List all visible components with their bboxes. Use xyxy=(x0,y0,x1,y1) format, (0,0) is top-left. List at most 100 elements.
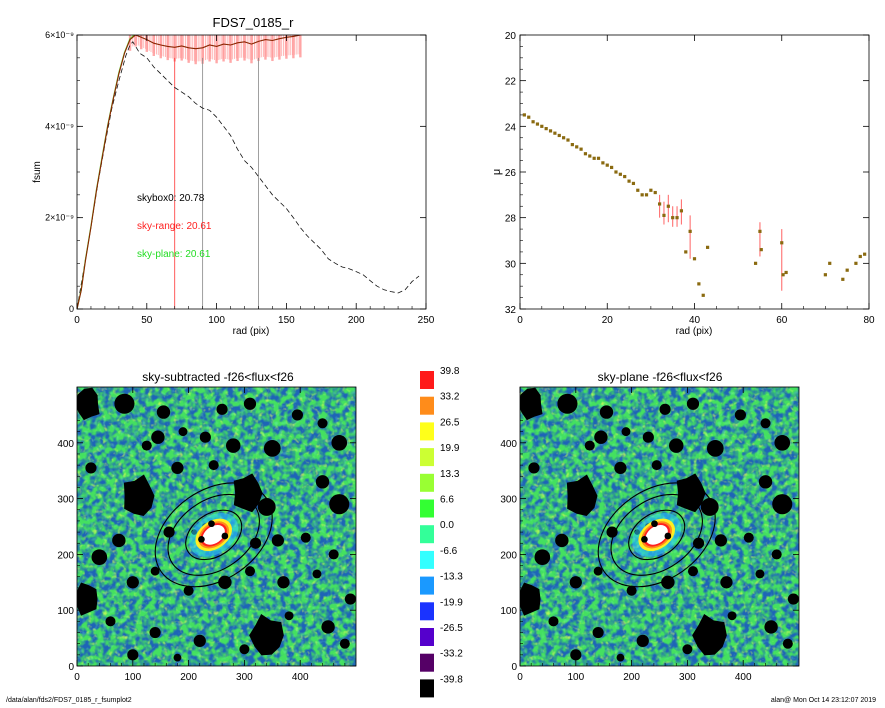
sky-plane-image-panel: sky-plane -f26<flux<f26 0 100 200 300 400 0 1… xyxy=(500,370,800,683)
image-y-tick-label: 400 xyxy=(57,439,74,450)
mu-y-tick-label: 24 xyxy=(505,122,517,133)
star-mask xyxy=(584,440,595,451)
star-mask xyxy=(284,611,294,621)
colorbar-label: 26.5 xyxy=(440,417,460,428)
image-x-tick-label: 100 xyxy=(567,672,584,683)
star-mask xyxy=(593,566,603,576)
mu-point xyxy=(575,145,579,149)
mu-point xyxy=(553,131,557,135)
mu-point xyxy=(605,163,609,167)
fsum-y-tick-label: 2×10⁻⁹ xyxy=(45,213,74,223)
fsum-y-tick-label: 4×10⁻⁹ xyxy=(45,121,74,131)
image-y-tick-label: 200 xyxy=(57,550,74,561)
star-mask xyxy=(743,532,754,543)
star-mask xyxy=(149,626,161,639)
mu-error-bars xyxy=(659,194,783,291)
star-mask xyxy=(331,434,348,451)
mu-point xyxy=(592,156,596,160)
mu-point xyxy=(666,204,670,208)
star-mask xyxy=(216,403,228,415)
image-y-tick-label: 300 xyxy=(57,495,74,506)
colorbar-swatch xyxy=(420,628,434,646)
star-mask xyxy=(760,418,771,429)
star-mask xyxy=(727,611,737,621)
image-x-tick-label: 200 xyxy=(180,672,197,683)
star-mask xyxy=(329,494,350,515)
mu-point xyxy=(627,179,631,183)
star-mask xyxy=(218,575,232,589)
isophote-ellipse xyxy=(185,509,243,561)
isophote-ellipse xyxy=(628,509,686,561)
star-mask xyxy=(105,616,116,627)
star-mask xyxy=(569,576,582,589)
mu-point xyxy=(823,273,827,277)
star-mask xyxy=(606,526,618,538)
mu-y-ticks: 20 22 24 26 28 30 32 xyxy=(505,31,869,316)
mu-y-tick-label: 22 xyxy=(505,77,517,88)
fsum-sky-line xyxy=(77,35,301,309)
star-mask xyxy=(263,440,281,457)
mu-point xyxy=(570,143,574,147)
star-mask xyxy=(636,634,649,648)
sky-subtracted-image xyxy=(77,387,356,666)
annotation-skybox0: skybox0: 20.78 xyxy=(137,193,205,204)
mu-point xyxy=(679,209,684,213)
mu-point xyxy=(753,261,758,265)
star-mask xyxy=(687,566,699,577)
star-mask xyxy=(758,475,773,489)
core-mask xyxy=(641,535,648,543)
footer-timestamp: alan@ Mon Oct 14 23:12:07 2019 xyxy=(770,697,876,704)
mu-x-ticks: 0 20 40 60 80 xyxy=(517,35,875,326)
colorbar-swatch xyxy=(420,576,434,595)
image-x-tick-label: 300 xyxy=(236,672,253,683)
star-mask xyxy=(123,474,155,517)
star-mask xyxy=(787,593,799,605)
fsum-x-tick-label: 0 xyxy=(74,315,80,326)
star-mask xyxy=(126,576,139,589)
sky-plane-x-ticks: 0 100 200 300 400 xyxy=(517,387,789,683)
colorbar-swatch xyxy=(420,448,434,467)
star-mask xyxy=(291,409,303,421)
star-mask xyxy=(686,397,700,410)
mu-point xyxy=(640,193,644,197)
mu-point xyxy=(705,245,710,249)
colorbar-label: 6.6 xyxy=(440,495,454,506)
colorbar-swatch xyxy=(420,653,434,672)
image-x-tick-label: 0 xyxy=(74,672,80,683)
mu-point xyxy=(649,188,653,192)
annotation-sky-range: sky-range: 20.61 xyxy=(137,221,212,232)
image-y-tick-label: 0 xyxy=(68,662,74,673)
colorbar-swatch xyxy=(420,525,434,544)
mu-point xyxy=(540,124,544,128)
mu-y-tick-label: 28 xyxy=(505,214,517,225)
star-mask xyxy=(616,653,625,662)
mu-x-tick-label: 80 xyxy=(863,315,875,326)
mu-point xyxy=(653,190,657,195)
star-mask xyxy=(714,534,728,547)
star-mask xyxy=(734,409,746,421)
star-mask xyxy=(755,569,765,579)
mu-point xyxy=(854,261,858,265)
sky-subtracted-x-ticks: 0 100 200 300 400 xyxy=(74,387,346,683)
star-mask xyxy=(257,498,276,516)
isophote-ellipse xyxy=(167,493,260,576)
core-mask xyxy=(208,520,215,528)
star-mask xyxy=(720,576,733,589)
mu-point xyxy=(610,165,614,170)
image-y-tick-label: 400 xyxy=(500,439,517,450)
star-mask xyxy=(344,593,356,605)
fsum-y-ticks: 0 2×10⁻⁹ 4×10⁻⁹ 6×10⁻⁹ xyxy=(45,30,426,314)
mu-point xyxy=(644,193,649,197)
footer-file-path: /data/alan/fds2/FDS7_0185_r_fsumplot2 xyxy=(6,697,132,704)
mu-point xyxy=(758,229,762,233)
image-y-tick-label: 200 xyxy=(500,550,517,561)
star-mask xyxy=(771,549,782,560)
mu-point xyxy=(579,147,583,151)
fsum-radius-markers xyxy=(174,57,259,309)
mu-point xyxy=(684,250,688,254)
star-mask xyxy=(692,537,705,549)
isophote-ellipse xyxy=(610,493,703,576)
mu-point xyxy=(588,154,592,158)
colorbar-label: -13.3 xyxy=(440,572,463,583)
